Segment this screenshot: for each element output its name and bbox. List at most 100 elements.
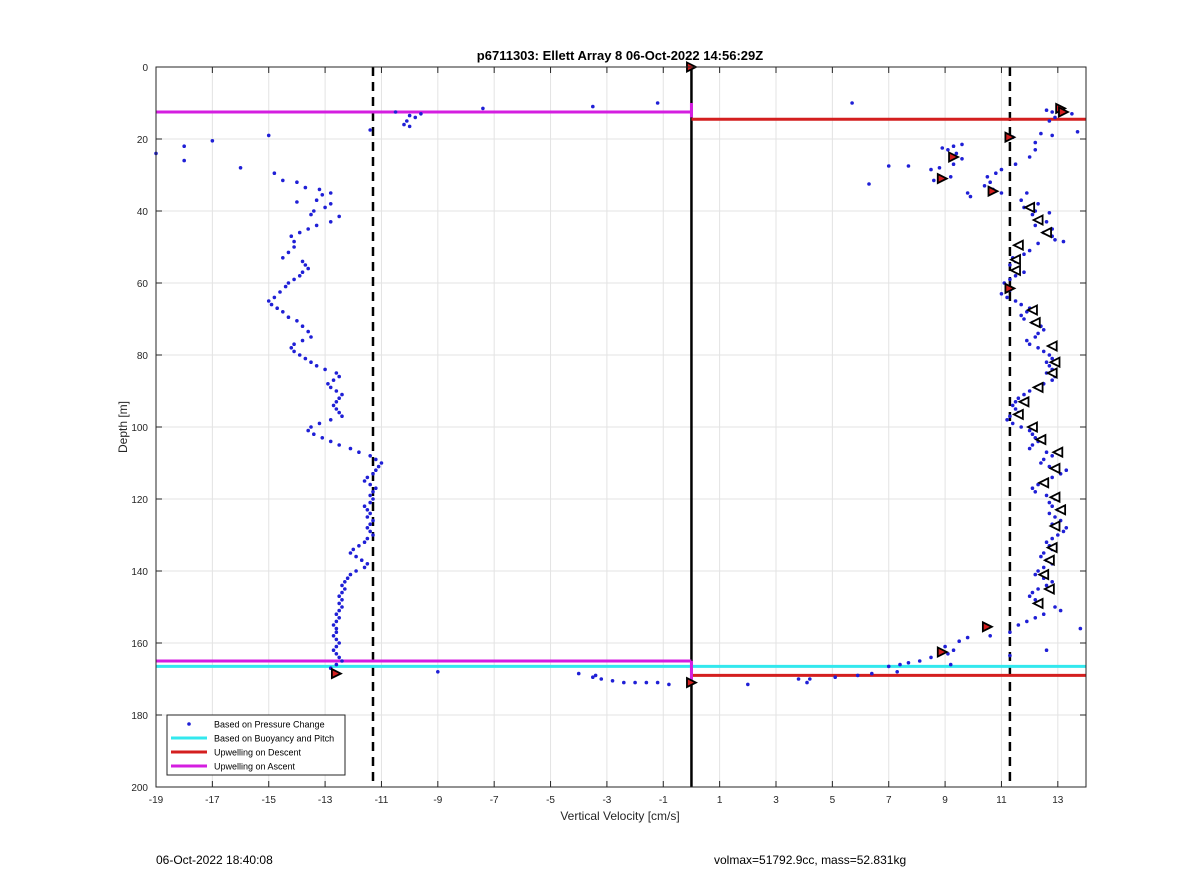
- pressure-change-point: [946, 148, 950, 152]
- pressure-change-point: [1050, 580, 1054, 584]
- ascent-upwelling-marker: [1048, 462, 1061, 475]
- pressure-change-point: [1027, 446, 1032, 451]
- pressure-change-point: [1041, 612, 1046, 616]
- pressure-change-point: [320, 436, 325, 440]
- pressure-change-point: [292, 342, 296, 347]
- ascent-upwelling-marker: [1009, 253, 1021, 266]
- pressure-change-point: [644, 680, 649, 685]
- pressure-change-point: [1008, 277, 1012, 282]
- pressure-change-point: [407, 113, 412, 118]
- pressure-change-point: [999, 191, 1004, 195]
- pressure-change-point: [365, 515, 370, 519]
- descent-upwelling-marker: [948, 151, 961, 163]
- ascent-upwelling-marker: [1045, 367, 1058, 379]
- ascent-upwelling-marker: [1031, 597, 1044, 610]
- pressure-change-point: [419, 112, 423, 116]
- pressure-change-point: [965, 191, 970, 195]
- pressure-change-point: [343, 580, 347, 584]
- pressure-change-point: [368, 128, 372, 132]
- pressure-change-point: [334, 630, 339, 634]
- y-tick-label: 200: [131, 783, 148, 794]
- pressure-change-point: [312, 432, 316, 437]
- pressure-change-point: [337, 601, 341, 606]
- pressure-change-point: [898, 662, 902, 667]
- y-tick-label: 80: [137, 351, 149, 362]
- pressure-change-point: [331, 648, 336, 652]
- pressure-change-point: [1064, 468, 1069, 473]
- pressure-change-point: [994, 171, 998, 175]
- x-tick-label: 1: [717, 795, 723, 806]
- pressure-change-point: [870, 671, 874, 676]
- x-tick-label: 3: [773, 795, 779, 806]
- footer-vehicle-info: volmax=51792.9cc, mass=52.831kg: [714, 853, 907, 867]
- x-tick-label: 11: [996, 795, 1007, 806]
- pressure-change-point: [306, 428, 310, 433]
- pressure-change-point: [368, 493, 372, 498]
- pressure-change-point: [610, 679, 615, 683]
- pressure-change-point: [337, 443, 341, 447]
- pressure-change-point: [328, 202, 333, 206]
- pressure-change-point: [359, 558, 364, 562]
- pressure-change-point: [337, 641, 341, 645]
- ascent-upwelling-marker: [1045, 340, 1058, 352]
- pressure-change-point: [1044, 648, 1049, 652]
- pressure-change-point: [289, 234, 294, 238]
- pressure-change-point: [1013, 400, 1018, 404]
- pressure-change-point: [985, 175, 990, 179]
- pressure-change-point: [1056, 533, 1060, 537]
- pressure-change-point: [1050, 110, 1054, 114]
- ascent-upwelling-marker: [1048, 356, 1061, 369]
- pressure-change-point: [1005, 418, 1009, 422]
- y-tick-label: 0: [142, 63, 148, 74]
- pressure-change-point: [951, 648, 956, 652]
- pressure-change-point: [309, 425, 313, 429]
- y-tick-label: 60: [137, 279, 149, 290]
- pressure-change-point: [929, 167, 933, 172]
- pressure-change-point: [334, 662, 339, 667]
- pressure-change-point: [266, 133, 271, 138]
- pressure-change-point: [932, 178, 936, 183]
- x-tick-label: -9: [433, 795, 442, 806]
- legend-dot-swatch: [187, 722, 191, 726]
- ascent-upwelling-marker: [1045, 541, 1058, 554]
- pressure-change-point: [340, 598, 344, 602]
- descent-upwelling-marker: [981, 620, 994, 633]
- pressure-change-point: [1053, 115, 1057, 120]
- ascent-upwelling-marker: [1048, 491, 1061, 504]
- pressure-change-point: [1047, 211, 1052, 215]
- pressure-change-point: [376, 464, 381, 469]
- pressure-change-point: [393, 110, 398, 114]
- pressure-change-point: [328, 385, 333, 390]
- pressure-change-point: [1050, 378, 1054, 383]
- pressure-change-point: [368, 482, 372, 487]
- ascent-upwelling-marker: [1042, 583, 1055, 595]
- pressure-change-point: [1041, 565, 1046, 570]
- y-tick-label: 40: [137, 207, 149, 218]
- pressure-change-point: [1033, 223, 1038, 228]
- pressure-change-point: [334, 626, 339, 631]
- y-axis-label: Depth [m]: [116, 401, 130, 453]
- pressure-change-point: [1047, 119, 1052, 123]
- pressure-change-point: [278, 290, 282, 294]
- pressure-change-point: [292, 245, 296, 249]
- pressure-change-point: [1041, 349, 1046, 354]
- horizontal-lines: [156, 103, 1086, 683]
- ascent-upwelling-marker: [1017, 395, 1030, 408]
- pressure-change-point: [954, 151, 959, 156]
- pressure-change-point: [297, 353, 302, 357]
- pressure-change-point: [357, 544, 361, 548]
- pressure-change-point: [1030, 443, 1035, 447]
- pressure-change-point: [334, 637, 339, 642]
- pressure-change-point: [1033, 148, 1038, 152]
- pressure-change-point: [281, 310, 285, 314]
- ascent-upwelling-marker: [1051, 446, 1064, 459]
- pressure-change-point: [340, 414, 344, 419]
- pressure-change-point: [337, 396, 341, 401]
- pressure-change-point: [354, 554, 358, 559]
- pressure-change-point: [1027, 428, 1032, 433]
- pressure-change-point: [1027, 248, 1032, 253]
- x-tick-label: -7: [490, 795, 499, 806]
- pressure-change-point: [337, 608, 341, 613]
- pressure-change-point: [323, 367, 327, 372]
- pressure-change-point: [1039, 554, 1043, 559]
